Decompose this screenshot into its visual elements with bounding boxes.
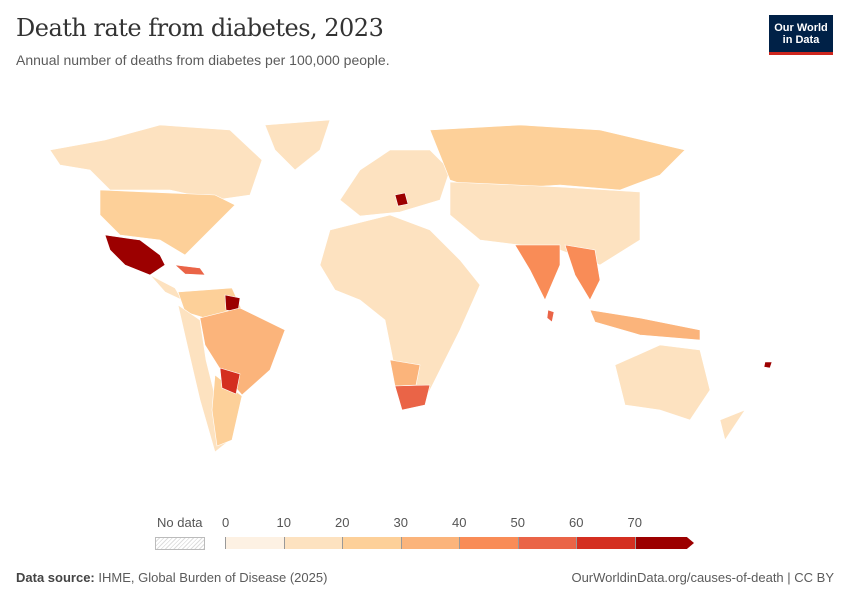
legend-bin[interactable]	[634, 537, 694, 549]
legend-tick: 70	[627, 515, 642, 530]
legend-tick: 30	[393, 515, 408, 530]
legend-tick: 0	[222, 515, 230, 530]
region-russia[interactable]	[429, 124, 686, 191]
data-source: Data source: IHME, Global Burden of Dise…	[16, 570, 327, 585]
legend-tick: 20	[335, 515, 350, 530]
legend-bin[interactable]	[576, 537, 636, 549]
no-data-swatch	[155, 537, 205, 550]
region-brazil[interactable]	[199, 307, 286, 396]
region-southeast-asia[interactable]	[564, 244, 601, 301]
legend-bin[interactable]	[459, 537, 519, 549]
region-caribbean[interactable]	[174, 264, 206, 276]
chart-subtitle: Annual number of deaths from diabetes pe…	[16, 52, 390, 68]
region-southern-africa[interactable]	[389, 359, 421, 387]
region-canada-alaska[interactable]	[49, 124, 263, 201]
region-india[interactable]	[514, 244, 561, 301]
source-link[interactable]: OurWorldinData.org/causes-of-death | CC …	[571, 570, 834, 585]
region-europe[interactable]	[339, 149, 451, 217]
chart-title: Death rate from diabetes, 2023	[16, 14, 384, 42]
legend-tick: 40	[452, 515, 467, 530]
color-legend: No data 0 10 20 30 40 50 60 70	[150, 515, 710, 555]
owid-logo[interactable]: Our World in Data	[769, 15, 833, 55]
legend-bin[interactable]	[283, 537, 343, 549]
region-sri-lanka[interactable]	[546, 309, 555, 323]
source-text: IHME, Global Burden of Disease (2025)	[98, 570, 328, 585]
source-label: Data source:	[16, 570, 95, 585]
region-mexico[interactable]	[104, 234, 166, 276]
region-pacific-islands[interactable]	[763, 361, 773, 369]
legend-bin[interactable]	[400, 537, 460, 549]
region-paraguay[interactable]	[219, 367, 241, 395]
legend-tick: 50	[510, 515, 525, 530]
region-australia[interactable]	[614, 344, 711, 421]
legend-bin[interactable]	[225, 537, 285, 549]
region-south-africa[interactable]	[394, 384, 431, 411]
region-indonesia[interactable]	[589, 309, 701, 341]
region-new-zealand[interactable]	[719, 409, 746, 441]
legend-bin[interactable]	[517, 537, 577, 549]
legend-tick: 60	[569, 515, 584, 530]
region-central-america[interactable]	[149, 274, 183, 301]
region-balkans[interactable]	[394, 192, 409, 207]
region-greenland[interactable]	[264, 119, 331, 171]
legend-tick: 10	[276, 515, 291, 530]
region-usa[interactable]	[99, 189, 236, 256]
world-map[interactable]	[0, 90, 850, 510]
no-data-label: No data	[157, 515, 203, 530]
legend-bin[interactable]	[342, 537, 402, 549]
